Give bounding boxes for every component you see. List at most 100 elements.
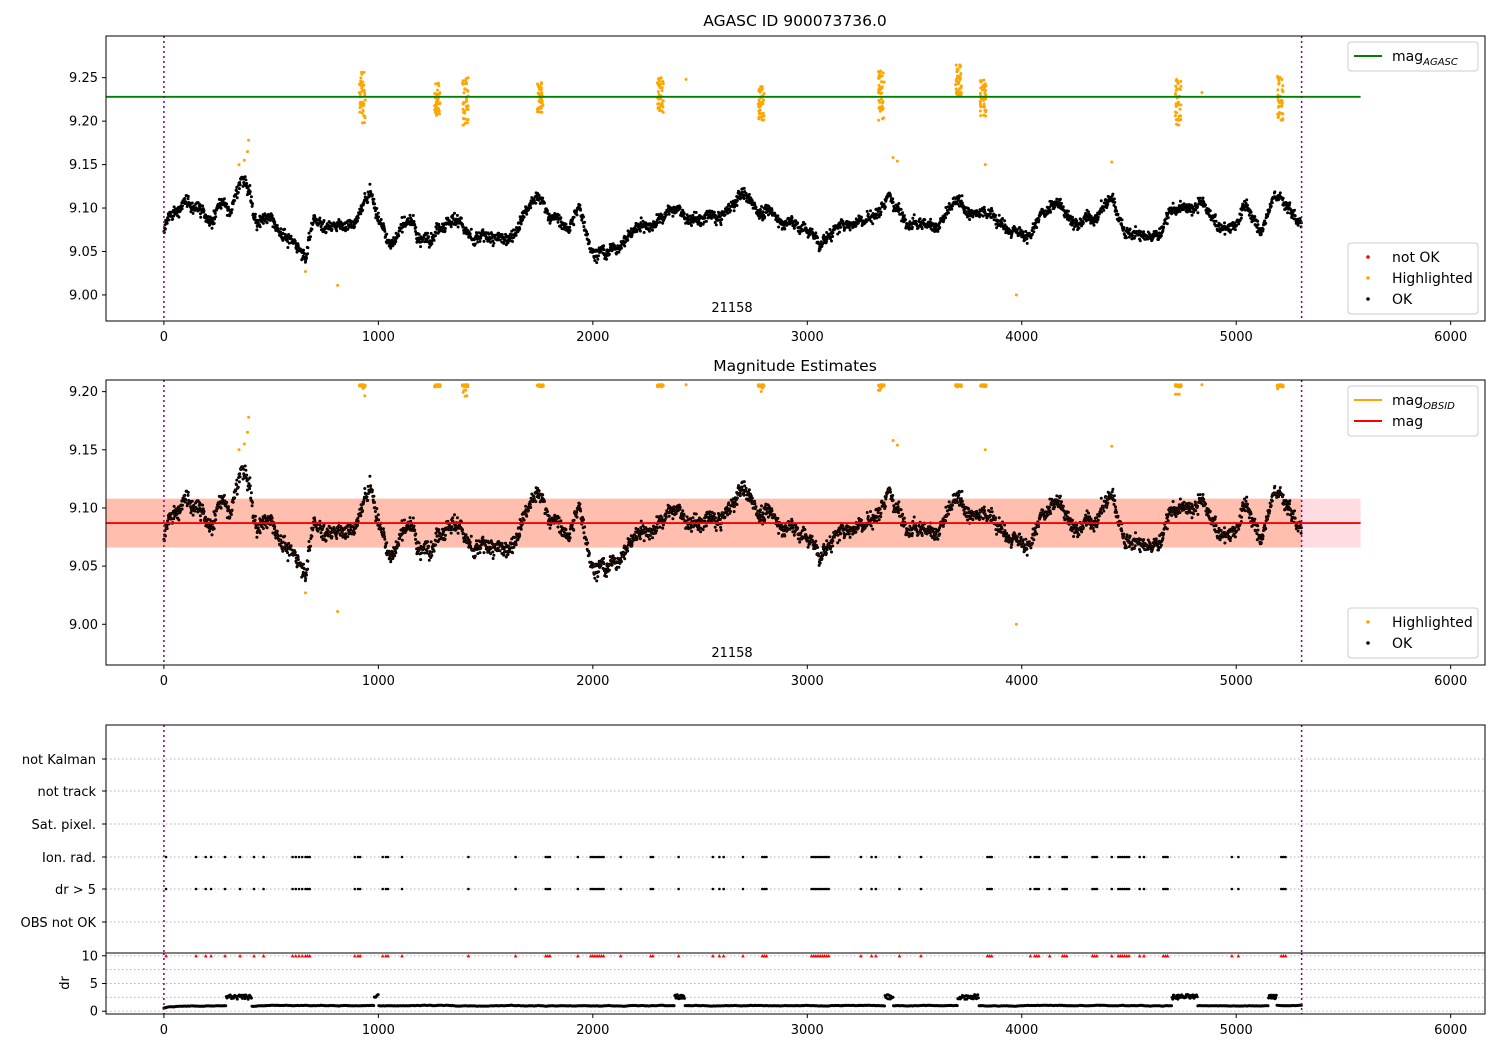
top-obsid-label: 21158	[711, 301, 752, 316]
x-tick-label: 1000	[362, 330, 395, 345]
flags-plot-area	[106, 725, 1485, 953]
legend-label: not OK	[1392, 250, 1440, 266]
y-tick-label: 9.20	[69, 385, 98, 400]
y-tick-label: 9.15	[69, 158, 98, 173]
dr-clipped-marker	[721, 953, 726, 958]
dr-clipped-marker	[466, 953, 471, 958]
flag-category-label: Sat. pixel.	[32, 818, 96, 833]
x-tick-label: 3000	[791, 1023, 824, 1038]
dr-clipped-marker	[358, 953, 362, 958]
legend-dot-swatch	[1366, 276, 1370, 280]
legend-top-right	[1347, 41, 1479, 72]
y-tick-label: 9.10	[69, 202, 98, 217]
dr-clipped-marker	[1037, 953, 1041, 958]
legend-dot-swatch	[1366, 620, 1370, 624]
x-tick-label: 5000	[1220, 330, 1253, 345]
dr-clipped-marker	[307, 953, 312, 958]
dr-clipped-marker	[1165, 953, 1170, 958]
legend-lower-right	[1347, 607, 1479, 659]
y-tick-label: 9.25	[69, 71, 98, 86]
x-tick-label: 5000	[1220, 674, 1253, 689]
dr-clipped-marker	[238, 953, 242, 958]
dr-clipped-marker	[380, 953, 385, 958]
ok-points-overlay	[163, 465, 1303, 582]
dr-clipped-marker	[1230, 953, 1234, 958]
dr-clipped-marker	[513, 953, 518, 958]
dr-clipped-marker	[874, 953, 878, 958]
x-tick-label: 2000	[576, 674, 609, 689]
top-plot-area	[106, 36, 1485, 321]
dr-clipped-marker	[1047, 953, 1052, 958]
flag-category-label: Ion. rad.	[42, 851, 96, 866]
dr-clipped-marker	[651, 953, 655, 958]
dr-axis-label: dr	[58, 976, 73, 990]
x-tick-label: 5000	[1220, 1023, 1253, 1038]
dr-clipped-marker	[297, 953, 301, 958]
dr-clipped-marker	[869, 953, 874, 958]
dr-panel: 0 1000 2000 3000 4000 5000 6000 0 5 10 dr	[58, 949, 1486, 1038]
legend-dot-swatch	[1366, 297, 1370, 301]
x-tick-label: 4000	[1005, 674, 1038, 689]
dr-clipped-marker	[618, 953, 623, 958]
dr-clipped-marker	[386, 953, 390, 958]
dr-clipped-marker	[897, 953, 902, 958]
dr-clipped-marker	[826, 953, 831, 958]
x-tick-label: 4000	[1005, 1023, 1038, 1038]
dr-clipped-marker	[1236, 953, 1241, 958]
y-tick-label: 9.10	[69, 501, 98, 516]
dr-clipped-marker	[919, 953, 923, 958]
y-tick-label: 9.05	[69, 245, 98, 260]
flag-category-label: not Kalman	[22, 753, 96, 768]
dr-clipped-marker	[601, 953, 606, 958]
highlighted-points	[237, 63, 1285, 297]
y-tick-label: 9.15	[69, 443, 98, 458]
dr-clipped-marker	[294, 953, 298, 958]
dr-clipped-marker	[676, 953, 681, 958]
legend-label: Highlighted	[1392, 615, 1473, 631]
top-magnitude-panel: AGASC ID 900073736.0 21158 0 1000 2000 3000…	[69, 12, 1486, 345]
dr-clipped-marker	[764, 953, 769, 958]
x-tick-label: 1000	[362, 1023, 395, 1038]
dr-clipped-marker	[300, 953, 305, 958]
dr-clipped-marker	[1127, 953, 1131, 958]
legend-label: OK	[1392, 292, 1413, 308]
flag-category-label: dr > 5	[55, 883, 96, 898]
dr-clipped-marker	[989, 953, 994, 958]
dr-clipped-marker	[1064, 953, 1069, 958]
legend-dot-swatch	[1366, 255, 1370, 259]
x-tick-label: 3000	[791, 674, 824, 689]
dr-clipped-marker	[1095, 953, 1099, 958]
x-tick-label: 0	[160, 330, 168, 345]
legend-label: Highlighted	[1392, 271, 1473, 287]
x-tick-label: 2000	[576, 330, 609, 345]
x-tick-label: 3000	[791, 330, 824, 345]
top-axes-frame	[105, 35, 1486, 322]
y-tick-label: 9.00	[69, 288, 98, 303]
middle-axes-frame	[105, 379, 1486, 666]
dr-clipped-marker	[209, 953, 213, 958]
dr-clipped-marker	[1283, 953, 1288, 958]
dr-clipped-marker	[203, 953, 208, 958]
dr-clipped-marker	[576, 953, 580, 958]
dr-clipped-marker	[859, 953, 863, 958]
dr-clipped-marker	[548, 953, 552, 958]
y-tick-label: 9.00	[69, 618, 98, 633]
middle-obsid-label: 21158	[711, 646, 752, 661]
y-tick-label: 0	[90, 1005, 98, 1020]
flags-panel: not Kalman not track Sat. pixel. Ion. rad. d…	[21, 724, 1486, 954]
dr-clipped-marker	[1028, 953, 1033, 958]
dr-clipped-marker	[164, 953, 168, 958]
dr-clipped-marker	[261, 953, 266, 958]
highlighted-points	[237, 383, 1285, 626]
y-tick-label: 10	[81, 949, 98, 964]
dr-clipped-marker	[252, 953, 256, 958]
x-tick-label: 1000	[362, 674, 395, 689]
x-tick-label: 6000	[1434, 674, 1467, 689]
y-tick-label: 5	[90, 977, 98, 992]
top-panel-title: AGASC ID 900073736.0	[703, 12, 887, 30]
y-tick-label: 9.05	[69, 560, 98, 575]
legend-lower-right	[1347, 242, 1479, 315]
legend-top-right	[1347, 385, 1479, 437]
x-tick-label: 4000	[1005, 330, 1038, 345]
